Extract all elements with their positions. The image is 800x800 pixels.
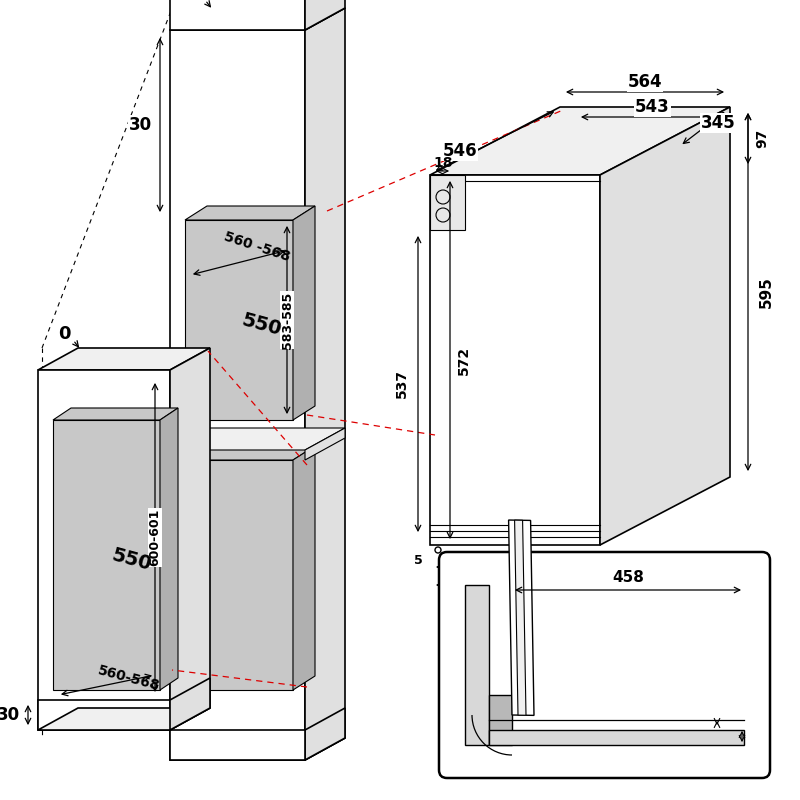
Polygon shape [305,708,345,760]
Polygon shape [465,585,489,745]
Polygon shape [170,678,210,730]
Text: 595: 595 [498,568,532,586]
Polygon shape [600,107,730,545]
Text: 5: 5 [414,554,422,566]
Polygon shape [430,107,730,175]
Polygon shape [305,8,345,760]
Polygon shape [305,0,345,30]
Text: 30: 30 [129,116,151,134]
Polygon shape [38,348,210,370]
Polygon shape [170,730,305,760]
Text: 0: 0 [727,717,736,730]
Polygon shape [170,30,305,760]
Text: 600-601: 600-601 [149,509,162,566]
Text: 550: 550 [239,310,283,339]
Text: 537: 537 [395,370,409,398]
Text: 89°: 89° [547,663,574,677]
Polygon shape [185,220,293,420]
Polygon shape [53,420,160,690]
Polygon shape [160,408,178,690]
Text: 560-568: 560-568 [96,663,161,693]
Polygon shape [53,408,178,420]
Text: 572: 572 [457,346,471,374]
Polygon shape [305,428,345,460]
Polygon shape [170,348,210,730]
Polygon shape [489,730,744,745]
Polygon shape [38,708,210,730]
Polygon shape [430,175,465,230]
Text: 18: 18 [434,156,453,170]
Text: 97: 97 [755,129,769,148]
Polygon shape [185,446,315,460]
Text: 458: 458 [612,570,644,586]
Polygon shape [38,370,170,730]
Polygon shape [185,206,315,220]
Polygon shape [170,8,345,30]
Text: 20: 20 [437,589,454,602]
Polygon shape [293,206,315,420]
Text: 30: 30 [0,706,19,724]
Polygon shape [293,446,315,690]
Polygon shape [170,428,345,450]
Polygon shape [170,8,345,30]
Polygon shape [514,520,526,715]
FancyBboxPatch shape [439,552,770,778]
Text: 560 -568: 560 -568 [222,230,292,264]
Polygon shape [38,700,170,730]
Text: 564: 564 [628,73,662,91]
Polygon shape [489,695,512,745]
Text: 0: 0 [190,0,202,3]
Text: 0: 0 [58,325,70,343]
Text: 583-585: 583-585 [281,291,294,349]
Polygon shape [185,460,293,690]
Text: 595: 595 [758,276,774,308]
Polygon shape [170,0,305,30]
Polygon shape [170,738,345,760]
Text: 546: 546 [442,142,478,160]
Text: 543: 543 [635,98,670,116]
Polygon shape [430,175,600,545]
Text: 345: 345 [701,114,736,132]
Text: 550: 550 [110,546,154,574]
Text: 10: 10 [752,753,771,767]
Polygon shape [509,520,534,715]
